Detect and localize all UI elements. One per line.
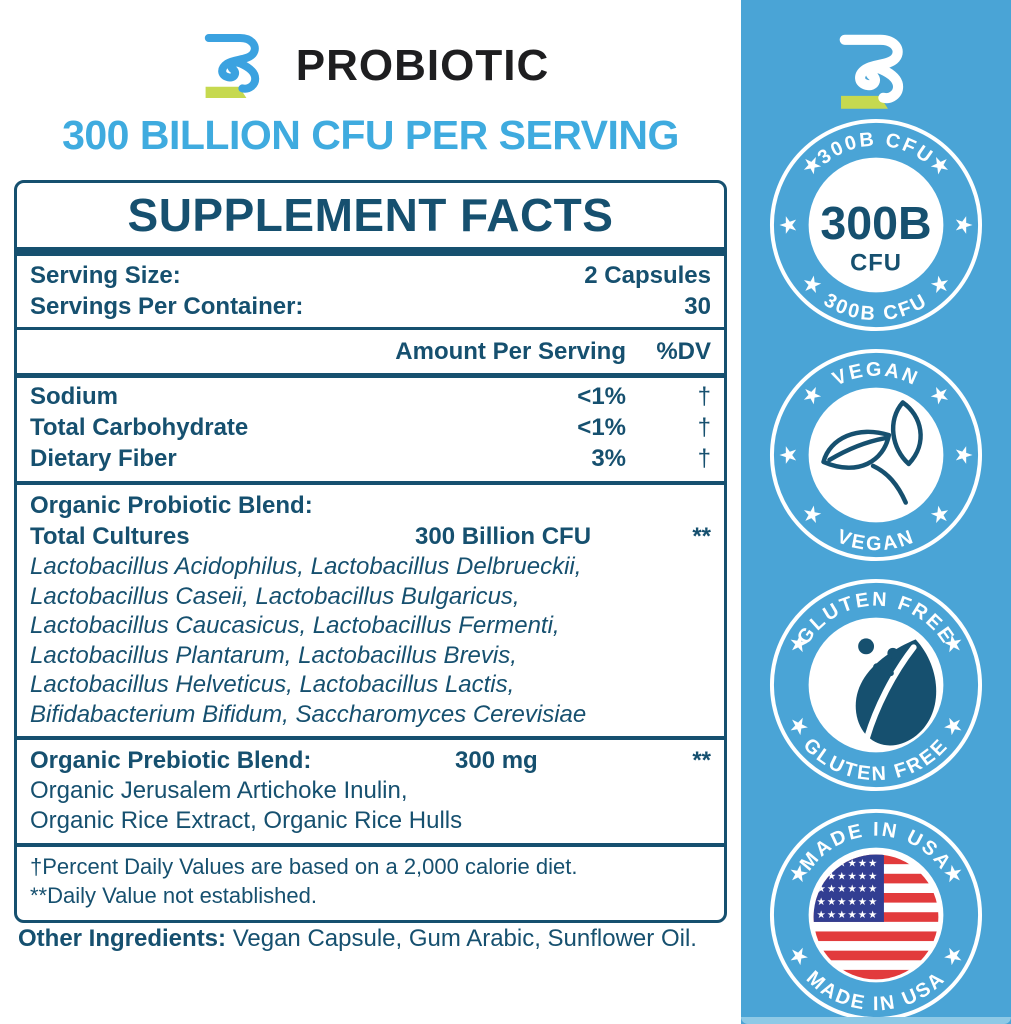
- star-icon: ★: [776, 215, 802, 235]
- nutrient-row-fiber: Dietary Fiber 3% †: [30, 445, 711, 472]
- prebiotic-blend-dv: **: [692, 747, 711, 774]
- prebiotic-ingredient-line: Organic Rice Extract, Organic Rice Hulls: [30, 807, 463, 834]
- star-icon: ★: [950, 215, 976, 235]
- servings-per-container-row: Servings Per Container: 30: [30, 291, 711, 322]
- culture-line: Lactobacillus Plantarum, Lactobacillus B…: [30, 641, 517, 669]
- footnotes: †Percent Daily Values are based on a 2,0…: [30, 847, 711, 920]
- brand-row: PROBIOTIC: [0, 24, 741, 108]
- nutrient-row-carbohydrate: Total Carbohydrate <1% †: [30, 414, 711, 441]
- svg-text:★★★★★★: ★★★★★★: [817, 883, 879, 895]
- brand-logo-icon: [204, 34, 259, 98]
- svg-text:★★★★★★: ★★★★★★: [817, 896, 879, 908]
- badge-gluten-free: GLUTEN FREE GLUTEN FREE ★ ★ ★ ★: [769, 578, 983, 792]
- prebiotic-blend-label: Organic Prebiotic Blend:: [30, 747, 312, 774]
- servings-per-container-label: Servings Per Container:: [30, 293, 304, 320]
- culture-line: Bifidabacterium Bifidum, Saccharomyces C…: [30, 700, 587, 728]
- title-divider-bar: [17, 247, 724, 256]
- probiotic-blend-section: Organic Probiotic Blend: Total Cultures …: [30, 485, 711, 736]
- culture-line: Lactobacillus Acidophilus, Lactobacillus…: [30, 553, 582, 580]
- probiotic-blend-heading: Organic Probiotic Blend:: [30, 492, 313, 519]
- divider: [17, 373, 724, 378]
- badge-300b-cfu: 300B CFU 300B CFU ★ ★ ★ ★ ★ ★ 300B CFU: [769, 118, 983, 332]
- headline-cfu-per-serving: 300 BILLION CFU PER SERVING: [62, 112, 679, 158]
- right-badge-banner: 300B CFU 300B CFU ★ ★ ★ ★ ★ ★ 300B CFU V…: [741, 0, 1011, 1024]
- total-cultures-amount: 300 Billion CFU: [415, 523, 592, 550]
- serving-size-value: 2 Capsules: [584, 262, 711, 289]
- star-icon: ★: [776, 445, 802, 465]
- serving-size-row: Serving Size: 2 Capsules: [30, 260, 711, 291]
- total-cultures-row: Total Cultures 300 Billion CFU **: [30, 521, 711, 552]
- amount-per-serving-header: Amount Per Serving: [395, 338, 626, 365]
- badge-center-unit: CFU: [850, 250, 902, 277]
- divider: [17, 736, 724, 740]
- dv-header: %DV: [656, 338, 711, 365]
- brand-logo-white-icon: [839, 34, 904, 109]
- svg-text:★★★★★★: ★★★★★★: [817, 909, 879, 921]
- usa-flag-icon: ★★★★★★ ★★★★★★ ★★★★★★ ★★★★★★ ★★★★★★: [813, 854, 939, 980]
- culture-species-list: Lactobacillus Acidophilus, Lactobacillus…: [30, 552, 711, 729]
- culture-line: Lactobacillus Helveticus, Lactobacillus …: [30, 671, 515, 698]
- other-ingredients-line: Other Ingredients: Vegan Capsule, Gum Ar…: [18, 925, 697, 953]
- footnote-daily-values: †Percent Daily Values are based on a 2,0…: [30, 854, 578, 879]
- badge-center-value: 300B: [820, 197, 931, 249]
- other-ingredients-value: Vegan Capsule, Gum Arabic, Sunflower Oil…: [232, 925, 697, 952]
- culture-line: Lactobacillus Caseii, Lactobacillus Bulg…: [30, 582, 520, 610]
- prebiotic-blend-section: Organic Prebiotic Blend: 300 mg ** Organ…: [30, 740, 711, 843]
- nutrient-rows: Sodium <1% † Total Carbohydrate <1% † Di…: [30, 378, 711, 481]
- badge-bottom-text: VEGAN: [834, 526, 915, 556]
- product-name: PROBIOTIC: [295, 41, 550, 90]
- serving-size-label: Serving Size:: [30, 262, 181, 289]
- label-main-column: PROBIOTIC 300 BILLION CFU PER SERVING SU…: [0, 0, 741, 952]
- serving-info: Serving Size: 2 Capsules Servings Per Co…: [30, 256, 711, 327]
- badge-vegan: VEGAN VEGAN ★ ★ ★ ★ ★ ★: [769, 348, 983, 562]
- svg-text:VEGAN: VEGAN: [834, 526, 918, 556]
- prebiotic-blend-amount: 300 mg: [455, 747, 538, 774]
- svg-text:★★★★★★: ★★★★★★: [817, 870, 879, 882]
- supplement-facts-panel: SUPPLEMENT FACTS Serving Size: 2 Capsule…: [14, 180, 727, 923]
- prebiotic-blend-row: Organic Prebiotic Blend: 300 mg **: [30, 745, 711, 776]
- badge-made-in-usa: MADE IN USA MADE IN USA ★ ★ ★ ★ ★★★★★★ ★…: [769, 808, 983, 1022]
- other-ingredients-label: Other Ingredients:: [18, 925, 227, 952]
- column-header-row: Amount Per Serving %DV: [30, 330, 711, 373]
- servings-per-container-value: 30: [684, 293, 711, 320]
- star-icon: ★: [950, 445, 976, 465]
- total-cultures-dv: **: [692, 523, 711, 550]
- footnote-dv-not-established: **Daily Value not established.: [30, 883, 317, 908]
- divider: [17, 327, 724, 330]
- prebiotic-ingredient-line: Organic Jerusalem Artichoke Inulin,: [30, 777, 408, 804]
- total-cultures-label: Total Cultures: [30, 523, 190, 550]
- leaf-outline-icon: [821, 400, 923, 505]
- badge-top-text: VEGAN: [829, 359, 920, 391]
- culture-line: Lactobacillus Caucasicus, Lactobacillus …: [30, 612, 560, 639]
- leaf-filled-icon: [855, 638, 937, 746]
- panel-title: SUPPLEMENT FACTS: [127, 189, 614, 241]
- divider: [17, 481, 724, 485]
- nutrient-row-sodium: Sodium <1% †: [30, 383, 711, 410]
- divider: [17, 843, 724, 847]
- svg-text:VEGAN: VEGAN: [829, 359, 922, 391]
